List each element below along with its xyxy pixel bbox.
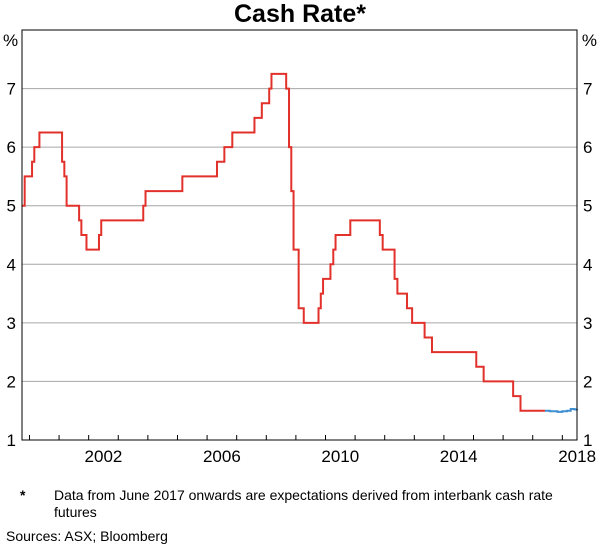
y-tick-label-right: 3 bbox=[583, 314, 592, 333]
y-tick-label-right: 6 bbox=[583, 138, 592, 157]
axis-ticks: 1 1 2 2 3 3 4 4 5 5 6 6 7 7 2002 2006 2010 2014 2018 bbox=[7, 80, 597, 466]
y-tick-label-left: 6 bbox=[7, 138, 16, 157]
plot-frame bbox=[21, 29, 578, 441]
x-tick-label: 2010 bbox=[321, 447, 359, 466]
footnote-marker: * bbox=[20, 487, 26, 503]
y-unit-left: % bbox=[3, 31, 18, 50]
y-tick-label-left: 5 bbox=[7, 197, 16, 216]
y-tick-label-right: 1 bbox=[583, 431, 592, 450]
y-tick-label-right: 7 bbox=[583, 80, 592, 99]
x-tick-label: 2014 bbox=[440, 447, 478, 466]
x-tick-label: 2002 bbox=[85, 447, 123, 466]
y-tick-label-left: 1 bbox=[7, 431, 16, 450]
footnote-text: Data from June 2017 onwards are expectat… bbox=[54, 487, 553, 520]
y-tick-label-left: 4 bbox=[7, 255, 16, 274]
chart: Cash Rate* % % 1 1 2 2 3 3 4 4 5 5 6 6 7 7 2002 2006 201… bbox=[3, 0, 597, 466]
series-line-expectations bbox=[544, 407, 578, 413]
gridlines bbox=[22, 88, 577, 382]
y-tick-label-right: 4 bbox=[583, 255, 592, 274]
y-tick-label-left: 7 bbox=[7, 80, 16, 99]
x-tick-label: 2018 bbox=[558, 447, 596, 466]
y-tick-label-right: 5 bbox=[583, 197, 592, 216]
series-line-cash-rate bbox=[22, 72, 545, 412]
x-tick-label: 2006 bbox=[203, 447, 241, 466]
y-unit-right: % bbox=[582, 31, 597, 50]
y-tick-label-left: 3 bbox=[7, 314, 16, 333]
y-tick-label-right: 2 bbox=[583, 372, 592, 391]
series-layer bbox=[22, 72, 578, 413]
chart-title: Cash Rate* bbox=[234, 0, 366, 28]
sources-text: Sources: ASX; Bloomberg bbox=[6, 528, 168, 544]
y-tick-label-left: 2 bbox=[7, 372, 16, 391]
